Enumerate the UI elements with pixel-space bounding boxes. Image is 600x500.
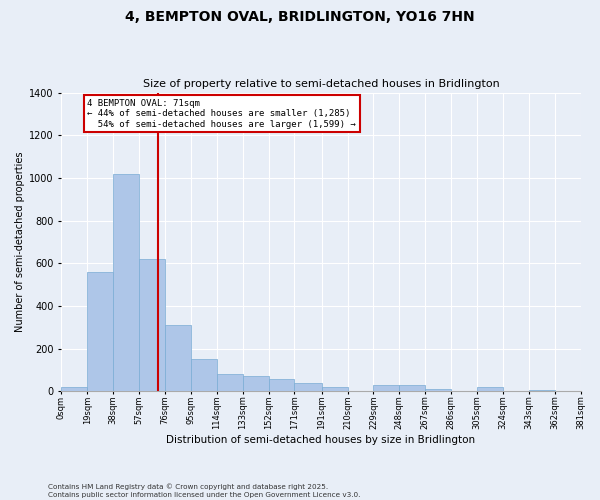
Bar bbox=[113, 174, 139, 392]
Bar bbox=[165, 325, 191, 392]
Bar bbox=[191, 360, 217, 392]
Bar bbox=[295, 383, 322, 392]
Bar bbox=[425, 390, 451, 392]
X-axis label: Distribution of semi-detached houses by size in Bridlington: Distribution of semi-detached houses by … bbox=[166, 435, 476, 445]
Text: Contains HM Land Registry data © Crown copyright and database right 2025.
Contai: Contains HM Land Registry data © Crown c… bbox=[48, 484, 361, 498]
Bar bbox=[139, 259, 165, 392]
Bar bbox=[477, 387, 503, 392]
Bar bbox=[61, 387, 88, 392]
Bar bbox=[529, 390, 554, 392]
Bar bbox=[373, 385, 400, 392]
Bar bbox=[269, 378, 295, 392]
Bar bbox=[217, 374, 242, 392]
Bar bbox=[88, 272, 113, 392]
Y-axis label: Number of semi-detached properties: Number of semi-detached properties bbox=[15, 152, 25, 332]
Title: Size of property relative to semi-detached houses in Bridlington: Size of property relative to semi-detach… bbox=[143, 79, 499, 89]
Bar bbox=[242, 376, 269, 392]
Text: 4, BEMPTON OVAL, BRIDLINGTON, YO16 7HN: 4, BEMPTON OVAL, BRIDLINGTON, YO16 7HN bbox=[125, 10, 475, 24]
Bar bbox=[322, 387, 347, 392]
Text: 4 BEMPTON OVAL: 71sqm
← 44% of semi-detached houses are smaller (1,285)
  54% of: 4 BEMPTON OVAL: 71sqm ← 44% of semi-deta… bbox=[88, 99, 356, 129]
Bar bbox=[400, 385, 425, 392]
